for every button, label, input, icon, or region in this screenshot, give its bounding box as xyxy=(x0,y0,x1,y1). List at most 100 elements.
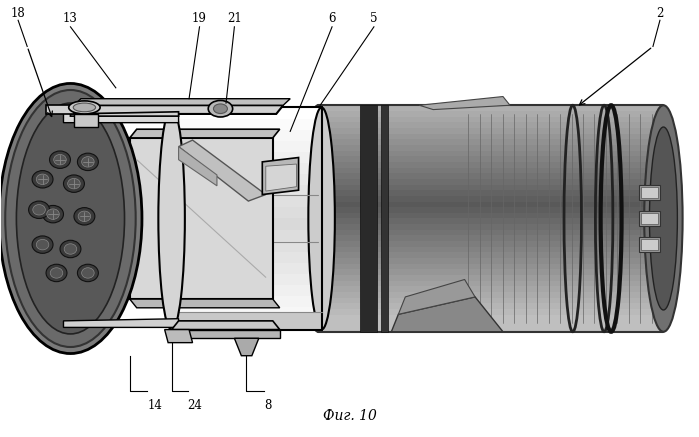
Bar xyxy=(172,118,322,130)
Polygon shape xyxy=(172,321,280,329)
Ellipse shape xyxy=(78,153,99,170)
Ellipse shape xyxy=(32,236,53,253)
Bar xyxy=(172,218,322,229)
Bar xyxy=(318,184,663,190)
Ellipse shape xyxy=(46,264,67,282)
Polygon shape xyxy=(130,299,280,308)
Bar xyxy=(172,285,322,296)
Ellipse shape xyxy=(47,209,59,219)
Bar xyxy=(172,307,322,319)
Text: 19: 19 xyxy=(192,12,207,24)
Polygon shape xyxy=(266,164,296,191)
Bar xyxy=(318,156,663,162)
Bar xyxy=(172,296,322,307)
Polygon shape xyxy=(234,338,259,356)
Text: 21: 21 xyxy=(227,12,242,24)
Bar xyxy=(318,298,663,303)
Polygon shape xyxy=(641,213,658,224)
Bar xyxy=(318,207,663,213)
Bar xyxy=(172,185,322,196)
Bar xyxy=(318,111,663,117)
Bar xyxy=(318,303,663,309)
Bar xyxy=(318,281,663,287)
Polygon shape xyxy=(71,112,178,116)
Bar xyxy=(318,167,663,173)
Bar xyxy=(172,174,322,185)
Polygon shape xyxy=(381,105,388,332)
Bar xyxy=(172,163,322,174)
Polygon shape xyxy=(262,157,298,194)
Ellipse shape xyxy=(16,103,124,334)
Polygon shape xyxy=(639,184,660,200)
Ellipse shape xyxy=(50,151,71,168)
Ellipse shape xyxy=(644,105,683,332)
Polygon shape xyxy=(419,97,510,110)
Text: 6: 6 xyxy=(329,12,336,24)
Ellipse shape xyxy=(36,174,49,184)
Bar xyxy=(318,230,663,236)
Bar xyxy=(318,145,663,150)
Bar xyxy=(318,162,663,167)
Polygon shape xyxy=(318,105,663,332)
Text: 13: 13 xyxy=(63,12,78,24)
Ellipse shape xyxy=(82,268,94,278)
Ellipse shape xyxy=(64,244,77,254)
Ellipse shape xyxy=(308,108,335,329)
Bar xyxy=(318,179,663,184)
Bar xyxy=(318,190,663,196)
Bar xyxy=(318,315,663,320)
Bar xyxy=(318,275,663,281)
Bar xyxy=(172,229,322,241)
Bar xyxy=(318,201,663,207)
Ellipse shape xyxy=(73,103,96,112)
Polygon shape xyxy=(639,237,660,253)
Ellipse shape xyxy=(68,178,80,189)
Ellipse shape xyxy=(5,90,136,347)
Bar xyxy=(172,274,322,285)
Polygon shape xyxy=(172,329,280,338)
Ellipse shape xyxy=(54,154,66,165)
Text: Фиг. 10: Фиг. 10 xyxy=(322,409,377,423)
Ellipse shape xyxy=(208,101,233,117)
Polygon shape xyxy=(172,108,322,329)
Polygon shape xyxy=(130,129,280,138)
Polygon shape xyxy=(641,239,658,250)
Ellipse shape xyxy=(159,108,185,329)
Polygon shape xyxy=(130,138,273,299)
Bar xyxy=(172,196,322,208)
Bar xyxy=(318,247,663,253)
Ellipse shape xyxy=(649,127,677,310)
Bar xyxy=(172,141,322,152)
Ellipse shape xyxy=(43,205,64,223)
Ellipse shape xyxy=(213,104,227,114)
Bar xyxy=(318,128,663,134)
Bar xyxy=(172,263,322,274)
Text: 8: 8 xyxy=(264,399,272,412)
Bar xyxy=(318,287,663,292)
Bar xyxy=(318,213,663,218)
Ellipse shape xyxy=(60,240,81,258)
Polygon shape xyxy=(639,211,660,226)
Bar xyxy=(172,152,322,163)
Ellipse shape xyxy=(78,264,99,282)
Polygon shape xyxy=(165,329,192,343)
Bar xyxy=(318,253,663,258)
Bar xyxy=(172,241,322,252)
Ellipse shape xyxy=(32,170,53,188)
Bar xyxy=(318,105,663,111)
Ellipse shape xyxy=(74,208,95,225)
Polygon shape xyxy=(178,147,217,186)
Ellipse shape xyxy=(50,268,63,278)
Ellipse shape xyxy=(36,239,49,250)
Bar xyxy=(318,117,663,122)
Polygon shape xyxy=(398,280,475,314)
Bar xyxy=(318,218,663,224)
Bar xyxy=(318,139,663,145)
Polygon shape xyxy=(172,312,322,329)
Bar xyxy=(318,134,663,139)
Bar xyxy=(172,130,322,141)
Bar xyxy=(318,122,663,128)
Bar xyxy=(318,270,663,275)
Bar xyxy=(318,258,663,264)
Bar xyxy=(318,309,663,315)
